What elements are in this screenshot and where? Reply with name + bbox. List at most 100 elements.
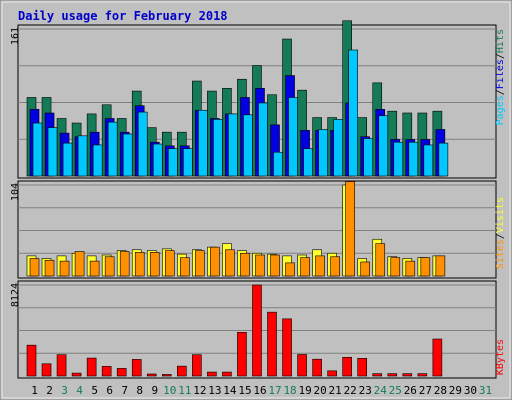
bar-pages (243, 114, 253, 177)
x-tick-label: 21 (329, 384, 342, 397)
y-max-label: 161 (10, 27, 21, 45)
bar-pages (32, 122, 43, 177)
x-tick-label: 26 (404, 384, 417, 397)
bar-kbytes (86, 357, 97, 377)
legend: KBytes (495, 339, 506, 375)
x-tick-label: 25 (389, 384, 402, 397)
bar-kbytes (237, 332, 247, 377)
bar-sites (315, 255, 325, 277)
bar-sites (345, 181, 355, 277)
bar-kbytes (312, 358, 322, 377)
x-tick-label: 2 (46, 384, 53, 397)
bar-pages (152, 143, 163, 177)
bar-pages (393, 141, 404, 177)
legend-entry: Files (495, 59, 506, 89)
x-tick-label: 12 (193, 384, 206, 397)
bar-kbytes (327, 370, 337, 377)
bar-kbytes (26, 344, 37, 377)
bar-sites (44, 259, 55, 277)
legend: Sites/Visits (495, 197, 506, 269)
bar-pages (47, 127, 58, 177)
bar-pages (258, 102, 268, 177)
bar-kbytes (357, 358, 368, 377)
bar-sites (74, 251, 85, 277)
bar-sites (195, 250, 205, 277)
bar-sites (89, 260, 100, 277)
bar-pages (303, 148, 313, 177)
bar-kbytes (372, 373, 383, 377)
bar-kbytes (432, 338, 443, 377)
bar-pages (378, 115, 389, 177)
x-tick-label: 19 (298, 384, 311, 397)
bar-pages (363, 138, 374, 177)
bar-sites (180, 257, 190, 277)
bar-pages (288, 97, 298, 177)
legend-entry: / (495, 53, 506, 59)
bar-sites (119, 251, 130, 277)
bar-pages (273, 151, 283, 177)
bar-pages (198, 109, 208, 177)
legend-entry: Hits (495, 29, 506, 53)
bar-sites (134, 252, 145, 277)
x-tick-label: 5 (91, 384, 98, 397)
bar-kbytes (282, 318, 292, 377)
bar-kbytes (387, 373, 398, 377)
bar-kbytes (177, 365, 187, 377)
x-tick-label: 17 (268, 384, 281, 397)
bar-sites (240, 252, 250, 277)
bar-pages (92, 144, 103, 177)
legend-entry: Pages (495, 95, 506, 125)
bar-sites (59, 260, 70, 277)
legend-entry: Sites (495, 239, 506, 269)
bar-pages (408, 141, 419, 177)
bar-kbytes (41, 363, 52, 377)
bar-kbytes (207, 371, 217, 377)
bar-sites (285, 262, 295, 277)
x-tick-label: 3 (61, 384, 68, 397)
bar-pages (228, 113, 238, 177)
bar-pages (348, 49, 358, 177)
bar-kbytes (161, 374, 172, 377)
x-tick-label: 31 (479, 384, 492, 397)
bar-kbytes (56, 354, 67, 377)
bar-pages (213, 119, 223, 177)
bar-sites (104, 256, 115, 277)
x-axis: 1 2 3 4 5 6 7 8 9 10 11 12 13 14 15 16 17 18 19 20 21 22 23 24 2… (31, 384, 492, 397)
x-tick-label: 11 (178, 384, 191, 397)
bar-pages (77, 135, 88, 177)
bar-pages (122, 133, 133, 177)
bar-pages (438, 142, 449, 177)
bar-sites (375, 243, 386, 277)
x-tick-label: 20 (314, 384, 327, 397)
x-tick-label: 8 (136, 384, 143, 397)
y-max-label: 104 (10, 183, 21, 201)
bar-sites (164, 250, 175, 277)
bar-pages (137, 111, 148, 177)
bar-pages (333, 119, 343, 177)
x-tick-label: 22 (344, 384, 357, 397)
y-max-label: 8124 (10, 283, 21, 307)
bar-kbytes (222, 371, 232, 377)
bar-sites (29, 258, 40, 277)
bar-pages (183, 148, 193, 177)
bar-pages (107, 121, 118, 177)
bar-kbytes (417, 373, 428, 377)
legend-entry: / (495, 233, 506, 239)
bar-sites (255, 254, 265, 277)
x-tick-label: 6 (106, 384, 113, 397)
bar-kbytes (101, 366, 112, 377)
x-tick-label: 27 (419, 384, 432, 397)
bar-pages (318, 129, 328, 177)
bar-sites (405, 260, 416, 277)
bar-kbytes (252, 284, 262, 377)
x-tick-label: 24 (374, 384, 388, 397)
bar-sites (210, 246, 220, 277)
x-tick-label: 18 (283, 384, 296, 397)
x-tick-label: 28 (434, 384, 447, 397)
x-tick-label: 30 (464, 384, 477, 397)
bar-sites (435, 255, 446, 277)
bar-pages (62, 142, 73, 177)
